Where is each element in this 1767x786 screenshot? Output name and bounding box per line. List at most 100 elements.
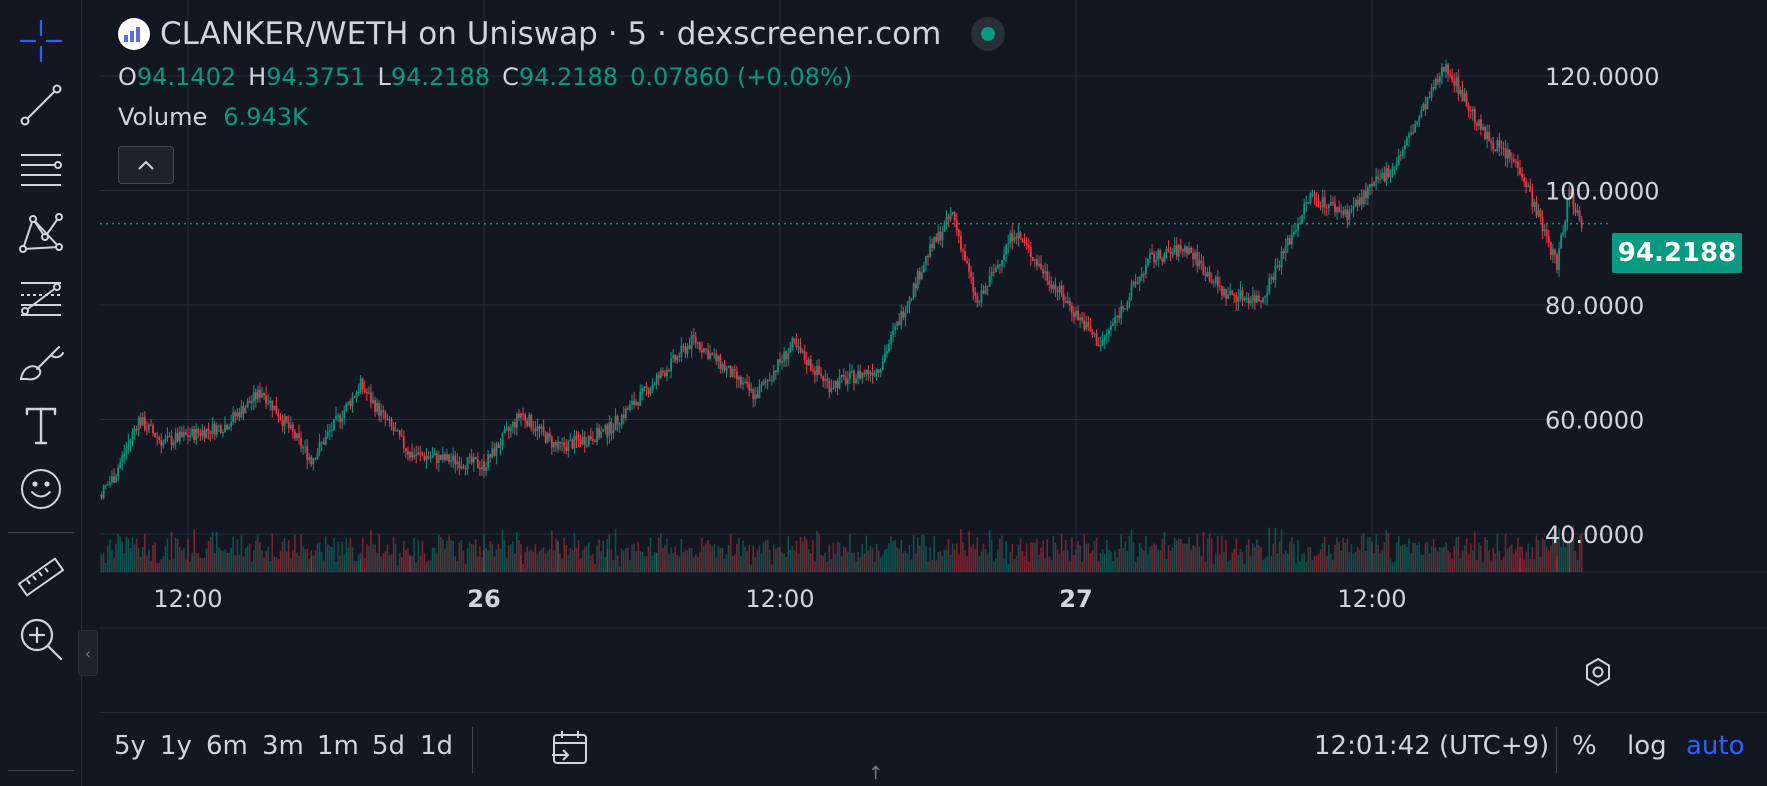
ruler-icon[interactable] xyxy=(12,548,70,606)
candle-body xyxy=(581,436,584,445)
brush-icon[interactable] xyxy=(12,332,70,390)
range-3m-button[interactable]: 3m xyxy=(262,731,304,761)
volume-bar xyxy=(581,550,584,572)
volume-bar xyxy=(472,544,475,572)
range-1m-button[interactable]: 1m xyxy=(317,731,359,761)
candle-body xyxy=(1068,301,1071,306)
candle-body xyxy=(222,431,224,434)
candle-body xyxy=(851,370,853,372)
candle-body xyxy=(166,435,169,439)
range-5d-button[interactable]: 5d xyxy=(372,731,406,761)
candle-body xyxy=(378,403,381,416)
candle-body xyxy=(612,430,615,434)
candle-body xyxy=(881,361,884,370)
horizontal-lines-icon[interactable] xyxy=(12,140,70,198)
zoom-in-icon[interactable] xyxy=(12,610,70,668)
log-scale-button[interactable]: log xyxy=(1627,731,1667,761)
candle-body xyxy=(308,457,311,461)
volume-bar xyxy=(435,552,438,572)
candle-body xyxy=(1504,148,1507,159)
volume-bar xyxy=(643,556,646,572)
volume-bar xyxy=(935,560,938,572)
candle-body xyxy=(1566,199,1569,222)
candle-body xyxy=(503,430,506,434)
chart-settings-icon[interactable] xyxy=(1580,654,1616,694)
trend-line-icon[interactable] xyxy=(12,76,70,134)
volume-bar xyxy=(427,560,430,572)
volume-bar xyxy=(1439,547,1441,572)
candles xyxy=(100,59,1583,501)
emoji-icon[interactable] xyxy=(12,460,70,518)
volume-bar xyxy=(141,546,144,572)
volume-bar xyxy=(1251,543,1254,572)
candle-body xyxy=(1350,209,1353,212)
range-6m-button[interactable]: 6m xyxy=(206,731,248,761)
volume-bar xyxy=(748,544,750,572)
volume-bar xyxy=(1212,563,1215,572)
candle-body xyxy=(735,371,738,380)
candle-body xyxy=(491,448,494,458)
candle-body xyxy=(814,370,816,375)
volume-bar xyxy=(1402,544,1404,572)
legend-toggle-button[interactable] xyxy=(118,146,174,184)
dexscreener-logo-icon xyxy=(118,18,150,50)
volume-bar xyxy=(345,537,348,572)
volume-bar xyxy=(1457,536,1460,572)
candle-body xyxy=(263,393,265,396)
candle-body xyxy=(380,410,383,416)
collapse-toolbar-button[interactable]: ‹ xyxy=(78,630,98,676)
volume-bar xyxy=(1056,549,1059,572)
volume-bar xyxy=(166,538,169,572)
volume-bar xyxy=(764,540,767,572)
candle-body xyxy=(1214,277,1217,283)
volume-bar xyxy=(713,544,716,572)
text-icon[interactable] xyxy=(12,396,70,454)
volume-bar xyxy=(1087,543,1090,572)
volume-bar xyxy=(1243,563,1246,572)
volume-bar xyxy=(1003,558,1005,572)
volume-bar xyxy=(947,539,950,572)
volume-bar xyxy=(1519,546,1521,572)
auto-scale-button[interactable]: auto xyxy=(1686,731,1745,761)
candle-body xyxy=(1309,193,1312,204)
pattern-icon[interactable] xyxy=(12,204,70,262)
volume-bar xyxy=(390,554,393,572)
volume-bar xyxy=(234,555,237,572)
volume-bar xyxy=(1147,554,1149,572)
candle-body xyxy=(1258,295,1260,301)
candle-body xyxy=(481,467,483,470)
volume-bar xyxy=(886,548,888,572)
volume-bar xyxy=(1071,537,1073,572)
candle-body xyxy=(160,439,163,446)
candle-body xyxy=(1229,290,1232,295)
candle-body xyxy=(1422,103,1425,111)
market-status-icon[interactable] xyxy=(971,17,1006,51)
range-1y-button[interactable]: 1y xyxy=(160,731,192,761)
volume-bar xyxy=(335,561,337,572)
candle-body xyxy=(1286,238,1289,247)
candle-body xyxy=(746,381,749,384)
volume-bar xyxy=(178,546,181,572)
candle-body xyxy=(1387,167,1390,178)
range-1d-button[interactable]: 1d xyxy=(420,731,454,761)
volume-bar xyxy=(1519,558,1521,572)
candle-body xyxy=(211,423,214,434)
volume-bar xyxy=(625,548,627,572)
candle-body xyxy=(1081,317,1084,321)
candle-body xyxy=(1329,201,1332,205)
volume-bar xyxy=(100,554,103,572)
crosshair-icon[interactable] xyxy=(12,12,70,70)
range-5y-button[interactable]: 5y xyxy=(114,731,146,761)
candle-body xyxy=(1443,67,1445,72)
volume-bar xyxy=(900,539,903,572)
candle-body xyxy=(460,466,463,469)
percent-scale-button[interactable]: % xyxy=(1572,731,1597,761)
arrow-up-icon[interactable]: ↑ xyxy=(868,763,884,784)
candle-body xyxy=(1270,276,1273,279)
calendar-icon[interactable] xyxy=(548,727,592,771)
volume-bar xyxy=(257,535,259,572)
volume-bar xyxy=(1334,545,1336,572)
fib-icon[interactable] xyxy=(12,268,70,326)
candle-body xyxy=(513,422,516,428)
